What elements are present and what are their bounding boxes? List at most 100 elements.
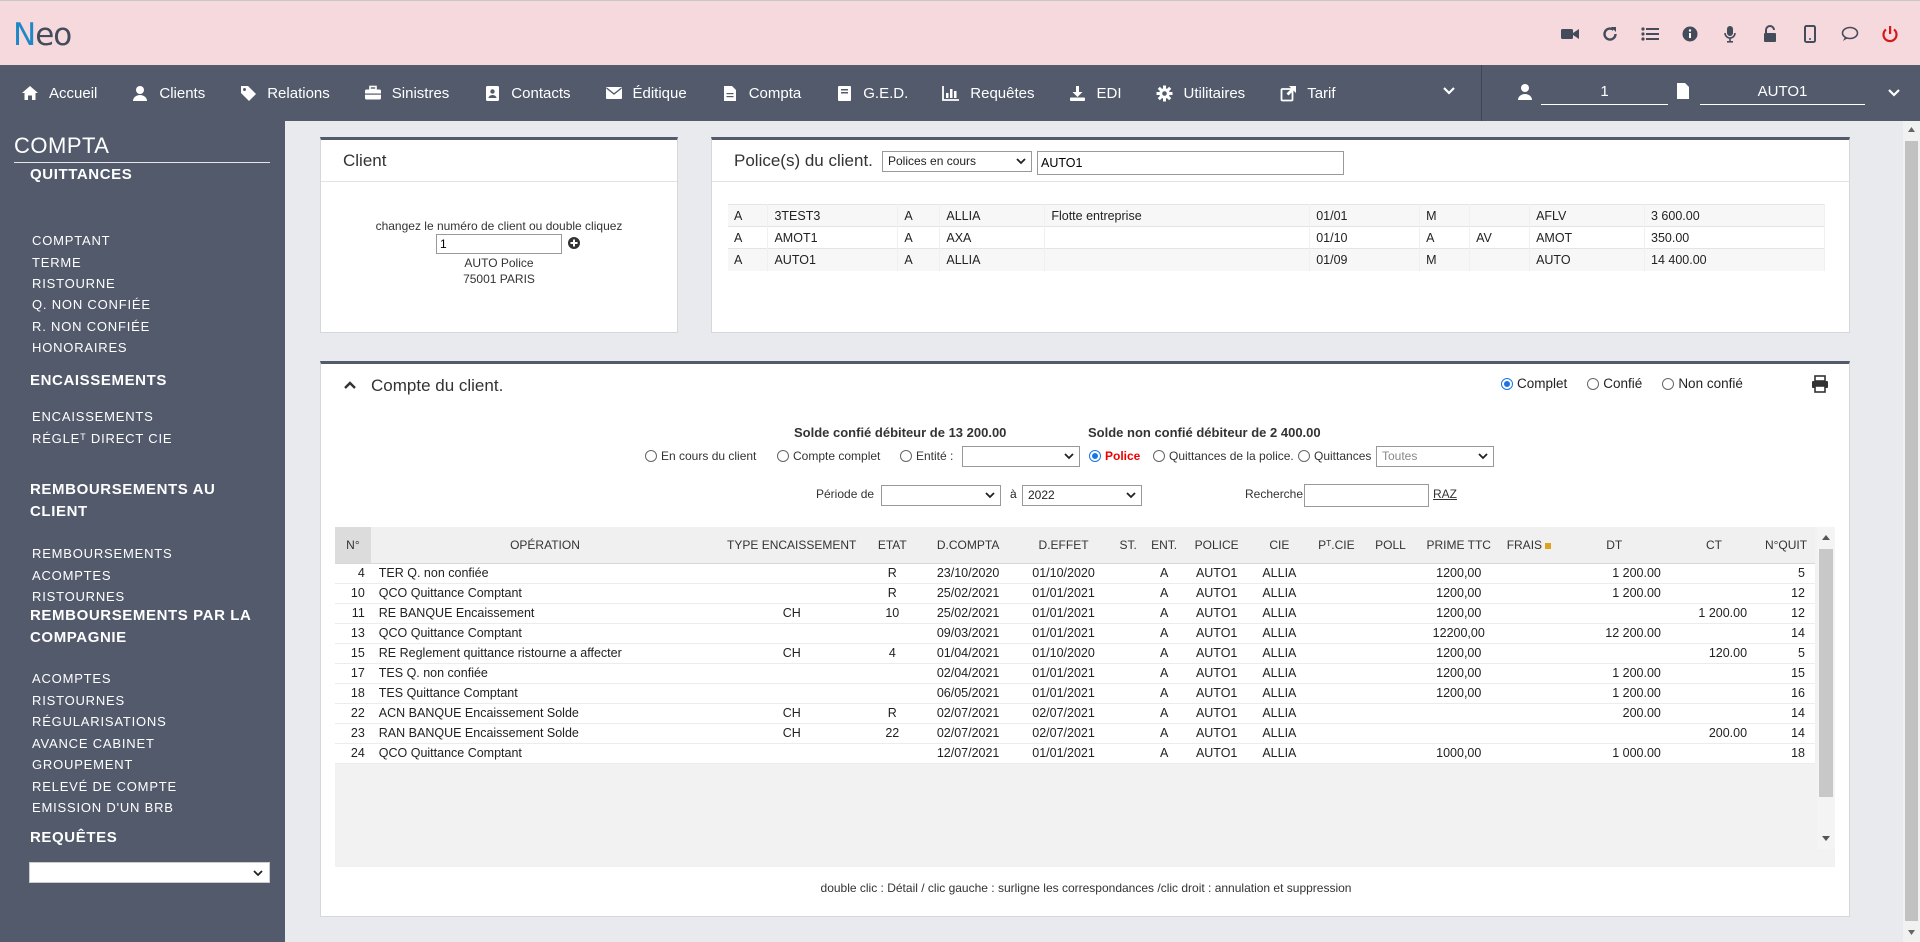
nav-item-relations[interactable]: Relations	[218, 65, 343, 121]
quick-client-number[interactable]: 1	[1541, 81, 1668, 105]
mobile-icon[interactable]	[1790, 21, 1830, 47]
view-option-radio[interactable]	[1501, 378, 1513, 390]
filter-quittances[interactable]: Quittances	[1298, 449, 1371, 463]
column-header[interactable]: D.EFFET	[1015, 527, 1112, 564]
sidebar-item[interactable]: TERME	[32, 255, 82, 270]
collapse-chevron-up-icon[interactable]	[343, 378, 357, 393]
column-header[interactable]: Pᵀ.CIE	[1308, 527, 1365, 564]
nav-item-tarif[interactable]: Tarif	[1258, 65, 1348, 121]
sidebar-item[interactable]: RÉGULARISATIONS	[32, 714, 167, 729]
nav-item-clients[interactable]: Clients	[110, 65, 218, 121]
filter-police[interactable]: Police	[1089, 449, 1140, 463]
radio-quittances-police[interactable]	[1153, 450, 1165, 462]
view-option-radio[interactable]	[1587, 378, 1600, 390]
filter-compte-complet[interactable]: Compte complet	[777, 449, 880, 463]
column-header[interactable]: POLL	[1364, 527, 1417, 564]
sidebar-item[interactable]: RELEVÉ DE COMPTE	[32, 779, 177, 794]
column-header[interactable]: CIE	[1250, 527, 1309, 564]
column-header[interactable]: TYPE ENCAISSEMENT	[719, 527, 865, 564]
nav-item-utilitaires[interactable]: Utilitaires	[1135, 65, 1259, 121]
table-row[interactable]: 10 QCO Quittance Comptant R 25/02/2021 01/01…	[335, 583, 1815, 604]
nav-item-éditique[interactable]: Éditique	[584, 65, 700, 121]
quick-access-chevron-icon[interactable]	[1886, 85, 1902, 104]
policies-search-input[interactable]	[1037, 151, 1344, 175]
nav-item-compta[interactable]: Compta	[700, 65, 815, 121]
table-row[interactable]: 24 QCO Quittance Comptant 12/07/2021 01/01/…	[335, 743, 1815, 764]
sidebar-item[interactable]: RISTOURNES	[32, 589, 125, 604]
radio-en-cours[interactable]	[645, 450, 657, 462]
sidebar-item[interactable]: HONORAIRES	[32, 340, 128, 355]
info-icon[interactable]	[1670, 21, 1710, 47]
view-option[interactable]: Complet	[1501, 376, 1567, 391]
view-option-radio[interactable]	[1662, 378, 1675, 390]
view-option[interactable]: Non confié	[1662, 376, 1743, 391]
column-header[interactable]: DT	[1557, 527, 1671, 564]
sidebar-item[interactable]: AVANCE CABINET	[32, 736, 155, 751]
requetes-select[interactable]	[29, 862, 270, 883]
table-row[interactable]: 23 RAN BANQUE Encaissement Solde CH 22 02/07…	[335, 723, 1815, 744]
column-header[interactable]: ETAT	[864, 527, 921, 564]
sidebar-item[interactable]: EMISSION D'UN BRB	[32, 800, 174, 815]
table-row[interactable]: 22 ACN BANQUE Encaissement Solde CH R 02/07/…	[335, 703, 1815, 724]
view-option[interactable]: Confié	[1587, 376, 1642, 391]
column-header[interactable]: OPÉRATION	[370, 527, 720, 564]
unlock-icon[interactable]	[1750, 21, 1790, 47]
table-row[interactable]: 18 TES Quittance Comptant 06/05/2021 01/01/…	[335, 683, 1815, 704]
page-scroll-up-icon[interactable]	[1907, 126, 1916, 133]
neo-logo[interactable]: Neo	[13, 17, 72, 53]
page-scroll-thumb[interactable]	[1905, 141, 1918, 921]
periode-from-select[interactable]	[881, 485, 1001, 506]
entite-select[interactable]	[962, 446, 1080, 467]
quittances-select[interactable]: Toutes	[1376, 446, 1494, 467]
column-header[interactable]: PRIME TTC	[1416, 527, 1501, 564]
table-row[interactable]: 11 RE BANQUE Encaissement CH 10 25/02/2021 01…	[335, 603, 1815, 624]
policies-filter-select[interactable]: Polices en cours	[882, 151, 1032, 172]
nav-item-accueil[interactable]: Accueil	[0, 65, 110, 121]
periode-to-select[interactable]: 2022	[1022, 485, 1142, 506]
radio-police[interactable]	[1089, 450, 1101, 462]
column-header[interactable]: N°QUIT	[1757, 527, 1815, 564]
scroll-down-icon[interactable]	[1821, 835, 1831, 843]
chat-icon[interactable]	[1830, 21, 1870, 47]
sidebar-item[interactable]: GROUPEMENT	[32, 757, 134, 772]
list-icon[interactable]	[1630, 21, 1670, 47]
page-scrollbar[interactable]	[1903, 121, 1920, 942]
sidebar-item[interactable]: ACOMPTES	[32, 568, 112, 583]
policy-row[interactable]: A AMOT1 A AXA 01/10 A AV AMOT 350.00	[728, 226, 1825, 249]
policy-row[interactable]: A AUTO1 A ALLIA 01/09 M AUTO 14 400.00	[728, 248, 1825, 271]
column-header[interactable]: CT	[1670, 527, 1758, 564]
column-header[interactable]: ST.	[1111, 527, 1145, 564]
sidebar-item[interactable]: ACOMPTES	[32, 671, 112, 686]
grid-scroll-thumb[interactable]	[1819, 549, 1833, 797]
table-row[interactable]: 15 RE Reglement quittance ristourne a aff…	[335, 643, 1815, 664]
sidebar-item[interactable]: ENCAISSEMENTS	[32, 409, 154, 424]
radio-quittances[interactable]	[1298, 450, 1310, 462]
nav-item-sinistres[interactable]: Sinistres	[343, 65, 463, 121]
nav-item-requêtes[interactable]: Requêtes	[921, 65, 1047, 121]
microphone-icon[interactable]	[1710, 21, 1750, 47]
policy-row[interactable]: A 3TEST3 A ALLIA Flotte entreprise 01/01 M AFLV…	[728, 204, 1825, 227]
sidebar-item[interactable]: REMBOURSEMENTS	[32, 546, 173, 561]
scroll-up-icon[interactable]	[1821, 533, 1831, 541]
filter-en-cours[interactable]: En cours du client	[645, 449, 756, 463]
quick-policy-number[interactable]: AUTO1	[1700, 81, 1865, 105]
sidebar-item[interactable]: RÉGLEᵀ DIRECT CIE	[32, 431, 173, 446]
raz-link[interactable]: RAZ	[1433, 487, 1457, 501]
column-header[interactable]: FRAIS	[1500, 527, 1558, 564]
add-client-icon[interactable]	[568, 237, 580, 252]
nav-item-edi[interactable]: EDI	[1047, 65, 1134, 121]
sidebar-item[interactable]: Q. NON CONFIÉE	[32, 297, 151, 312]
table-row[interactable]: 4 TER Q. non confiée R 23/10/2020 01/10/2020…	[335, 563, 1815, 584]
nav-item-g-e-d-[interactable]: G.E.D.	[814, 65, 921, 121]
recherche-input[interactable]	[1304, 484, 1429, 507]
column-header[interactable]: POLICE	[1183, 527, 1251, 564]
refresh-icon[interactable]	[1590, 21, 1630, 47]
nav-more-chevron-icon[interactable]	[1441, 83, 1461, 103]
sidebar-item[interactable]: RISTOURNES	[32, 693, 125, 708]
video-icon[interactable]	[1550, 21, 1590, 47]
sidebar-item[interactable]: COMPTANT	[32, 233, 111, 248]
nav-item-contacts[interactable]: Contacts	[462, 65, 583, 121]
table-row[interactable]: 17 TES Q. non confiée 02/04/2021 01/01/2021…	[335, 663, 1815, 684]
radio-entite[interactable]	[900, 450, 912, 462]
table-row[interactable]: 13 QCO Quittance Comptant 09/03/2021 01/01/…	[335, 623, 1815, 644]
